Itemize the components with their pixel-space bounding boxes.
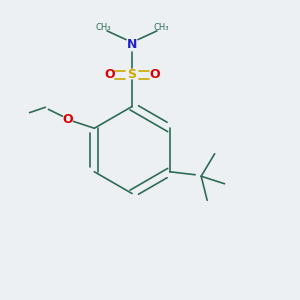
Text: S: S — [128, 68, 136, 82]
Text: O: O — [104, 68, 115, 82]
Text: O: O — [149, 68, 160, 82]
Text: N: N — [127, 38, 137, 52]
Text: O: O — [63, 113, 73, 126]
Text: CH₃: CH₃ — [153, 23, 169, 32]
Text: CH₃: CH₃ — [95, 23, 111, 32]
